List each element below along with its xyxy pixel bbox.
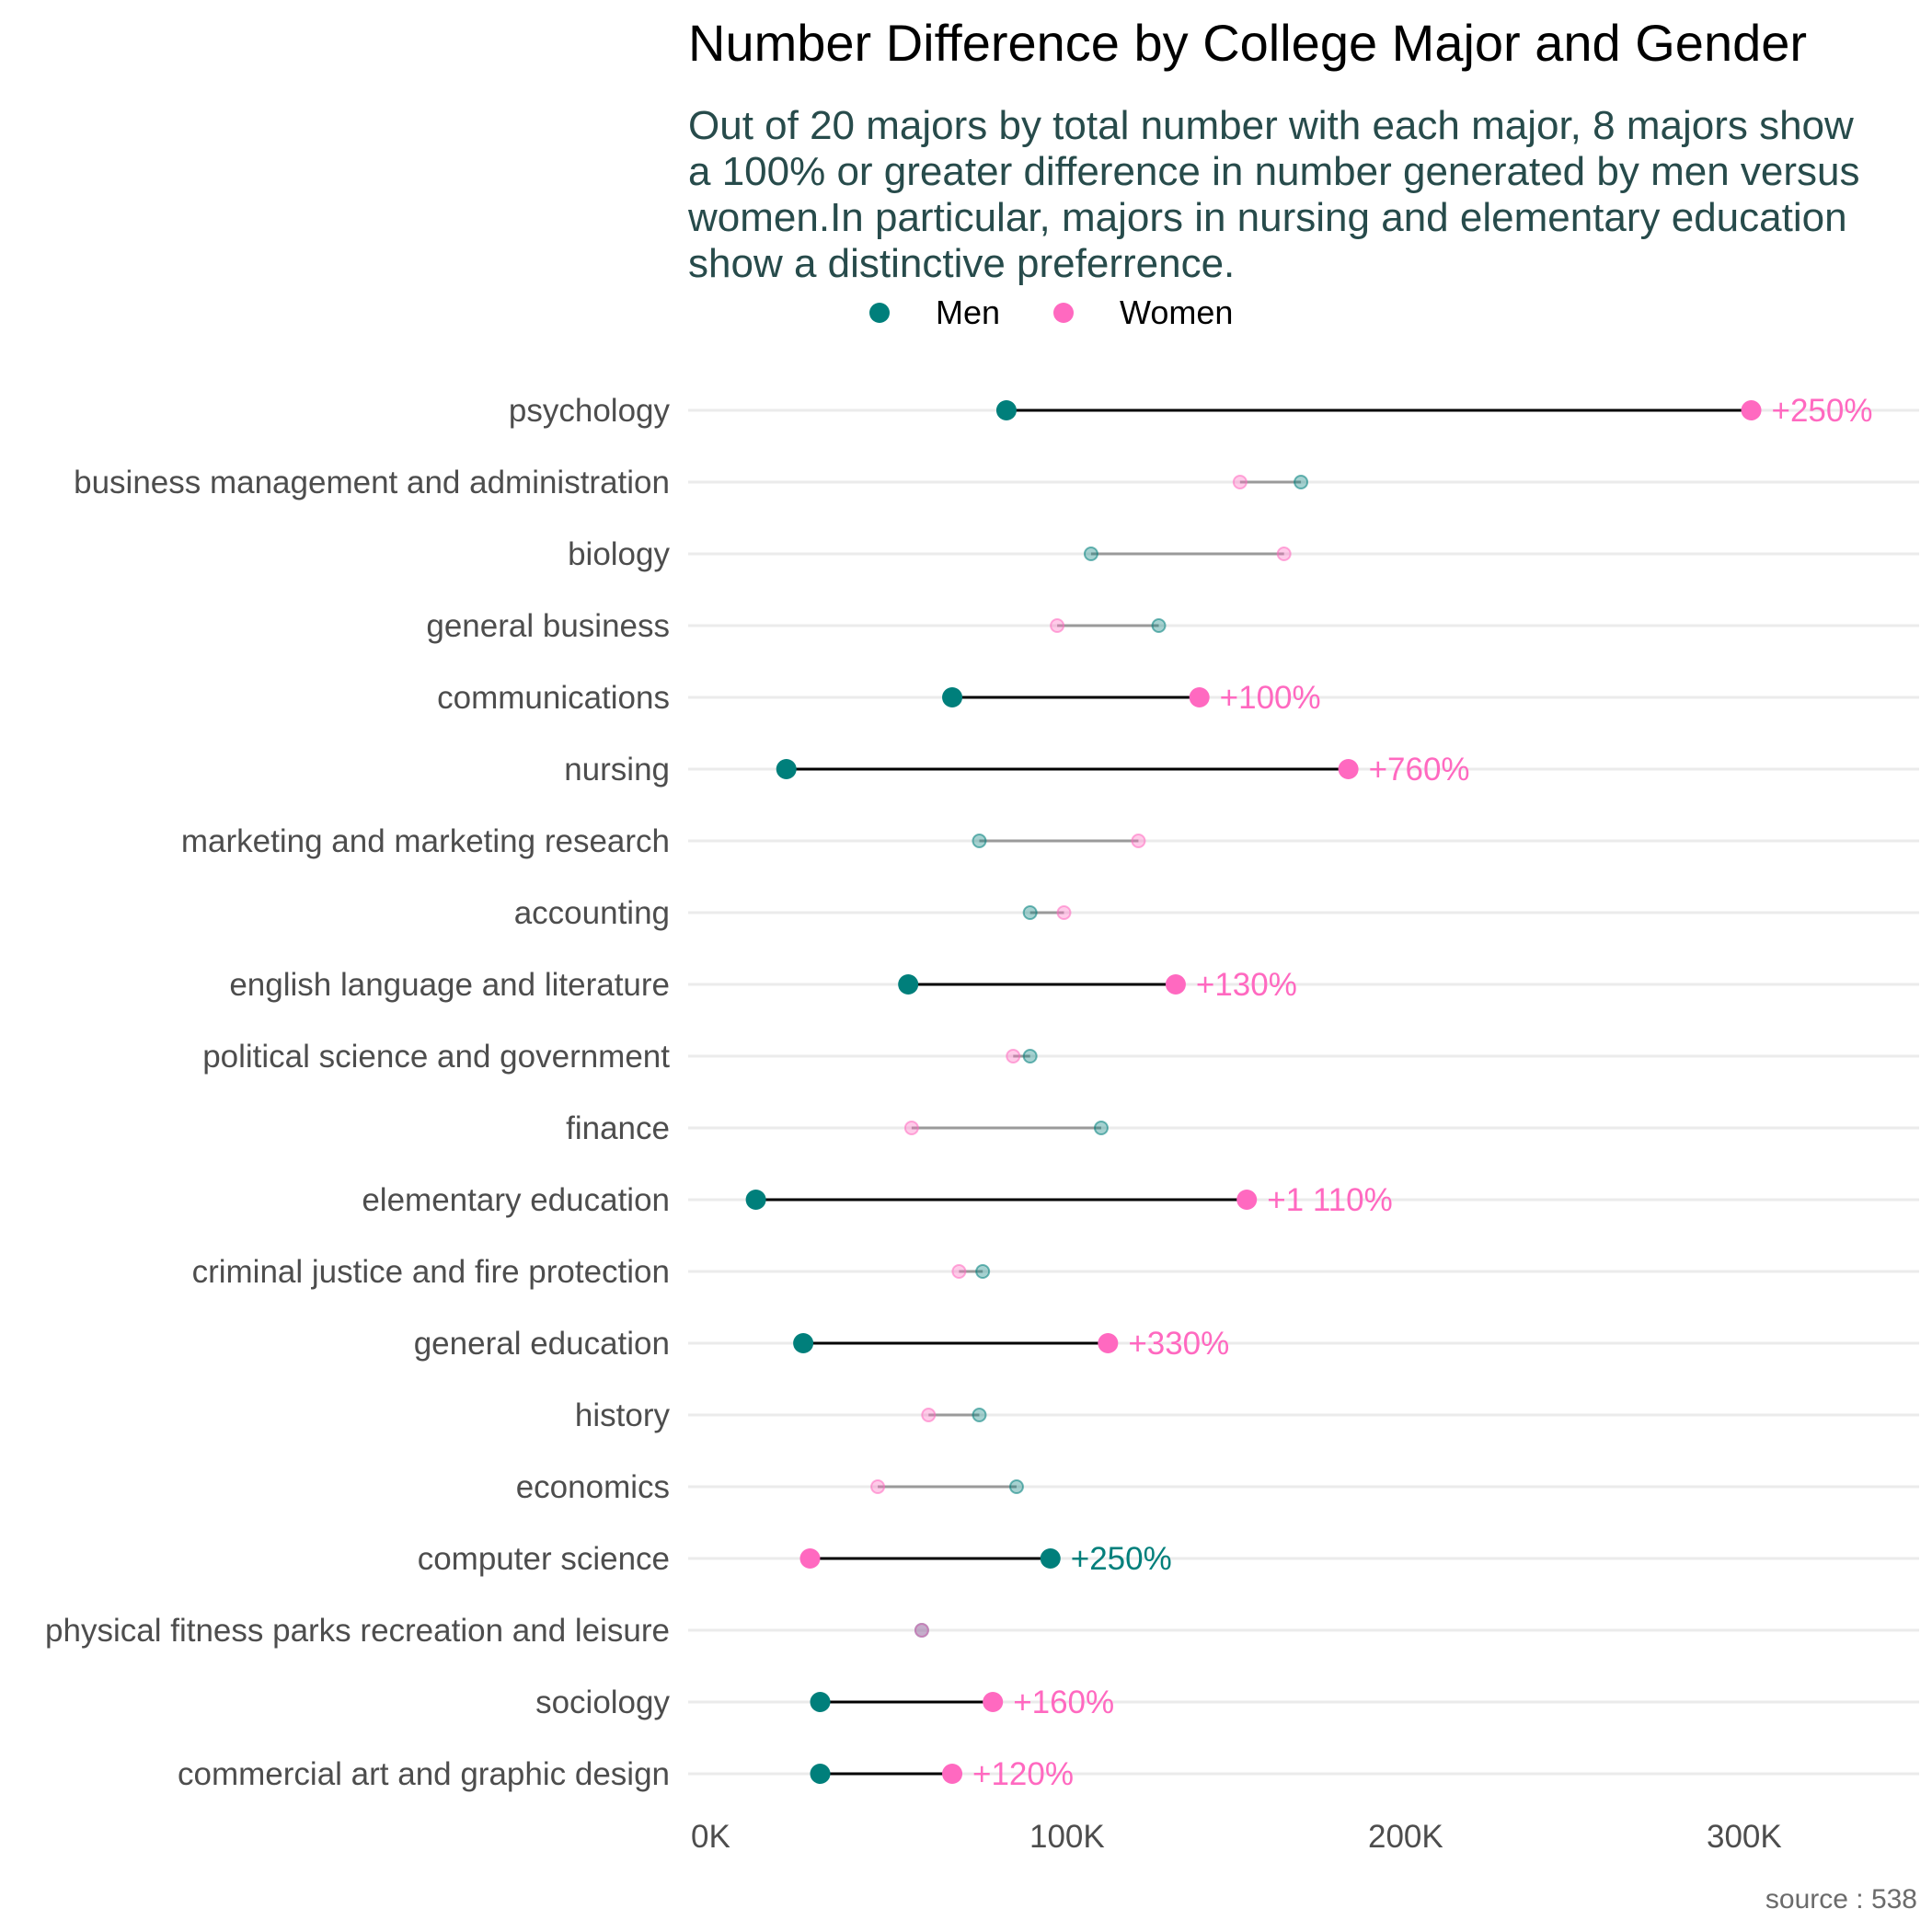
y-tick-label: business management and administration <box>74 465 670 500</box>
men-point <box>898 974 919 995</box>
y-tick-label: general business <box>426 608 670 644</box>
y-tick-label: psychology <box>509 393 671 429</box>
women-point <box>1098 1333 1119 1353</box>
difference-label: +160% <box>1013 1685 1114 1720</box>
chart-title: Number Difference by College Major and G… <box>688 14 1808 72</box>
women-point <box>942 1764 963 1784</box>
men-point <box>810 1692 831 1712</box>
x-tick-label: 300K <box>1707 1819 1782 1855</box>
difference-label: +760% <box>1369 752 1470 788</box>
men-point <box>810 1764 831 1784</box>
y-tick-label: physical fitness parks recreation and le… <box>45 1613 670 1649</box>
y-tick-label: history <box>575 1397 671 1433</box>
chart-subtitle: Out of 20 majors by total number with ea… <box>688 103 1860 287</box>
legend-men-label: Men <box>936 293 1001 331</box>
women-point <box>951 1264 967 1279</box>
y-tick-label: sociology <box>535 1685 670 1720</box>
legend: Men Women <box>869 287 1286 339</box>
men-point <box>1040 1548 1061 1569</box>
subtitle-line: show a distinctive preferrence. <box>688 241 1236 286</box>
women-point <box>1056 905 1072 920</box>
legend-women-swatch <box>1053 303 1075 323</box>
legend-men-swatch <box>869 303 890 323</box>
men-point <box>1022 905 1038 920</box>
men-point <box>1151 618 1167 633</box>
source-caption: source : 538 <box>1765 1884 1917 1915</box>
women-point <box>1276 546 1292 561</box>
men-point <box>1093 1121 1109 1135</box>
men-point <box>793 1333 814 1353</box>
men-point <box>975 1264 991 1279</box>
subtitle-line: a 100% or greater difference in number g… <box>688 149 1860 194</box>
y-tick-label: political science and government <box>202 1039 670 1075</box>
women-point <box>1189 687 1210 707</box>
legend-item-women: Women <box>1053 293 1233 332</box>
difference-label: +250% <box>1772 393 1873 429</box>
x-tick-label: 100K <box>1029 1819 1105 1855</box>
women-point <box>870 1479 886 1494</box>
women-point <box>1236 1190 1258 1210</box>
men-point <box>972 834 987 848</box>
difference-label: +1 110% <box>1267 1182 1393 1218</box>
men-point <box>972 1408 987 1422</box>
difference-label: +250% <box>1071 1541 1172 1577</box>
men-point <box>745 1190 766 1210</box>
subtitle-line: women.In particular, majors in nursing a… <box>688 195 1847 240</box>
men-point <box>776 759 797 779</box>
women-point <box>1741 400 1762 420</box>
women-point <box>1338 759 1359 779</box>
men-point <box>1294 475 1309 489</box>
y-tick-label: general education <box>414 1326 670 1362</box>
subtitle-line: Out of 20 majors by total number with ea… <box>688 103 1854 148</box>
men-point <box>1022 1049 1038 1064</box>
y-tick-label: criminal justice and fire protection <box>192 1254 670 1290</box>
women-point <box>1232 475 1248 489</box>
difference-label: +330% <box>1128 1326 1229 1362</box>
y-tick-label: finance <box>566 1110 670 1146</box>
y-tick-label: english language and literature <box>229 967 670 1003</box>
legend-item-men: Men <box>869 293 1000 332</box>
women-point <box>1131 834 1146 848</box>
y-tick-label: nursing <box>564 752 670 788</box>
y-tick-label: computer science <box>418 1541 670 1577</box>
women-point <box>921 1408 937 1422</box>
women-point <box>1050 618 1065 633</box>
y-tick-label: economics <box>516 1469 670 1505</box>
legend-women-label: Women <box>1120 293 1234 331</box>
y-tick-label: biology <box>568 536 670 572</box>
men-point <box>942 687 963 707</box>
difference-label: +120% <box>972 1756 1074 1792</box>
x-tick-label: 0K <box>691 1819 730 1855</box>
difference-label: +130% <box>1196 967 1297 1003</box>
women-point <box>903 1121 919 1135</box>
x-tick-label: 200K <box>1368 1819 1443 1855</box>
men-point <box>1083 546 1098 561</box>
women-point <box>1165 974 1186 995</box>
women-point <box>1006 1049 1021 1064</box>
y-tick-label: elementary education <box>362 1182 670 1218</box>
difference-label: +100% <box>1220 680 1321 716</box>
y-tick-label: communications <box>437 680 670 716</box>
y-tick-label: accounting <box>514 895 670 931</box>
women-point <box>914 1623 929 1638</box>
women-point <box>799 1548 821 1569</box>
men-point <box>1008 1479 1024 1494</box>
women-point <box>983 1692 1004 1712</box>
y-tick-label: commercial art and graphic design <box>178 1756 670 1792</box>
men-point <box>995 400 1017 420</box>
y-tick-label: marketing and marketing research <box>181 823 670 859</box>
